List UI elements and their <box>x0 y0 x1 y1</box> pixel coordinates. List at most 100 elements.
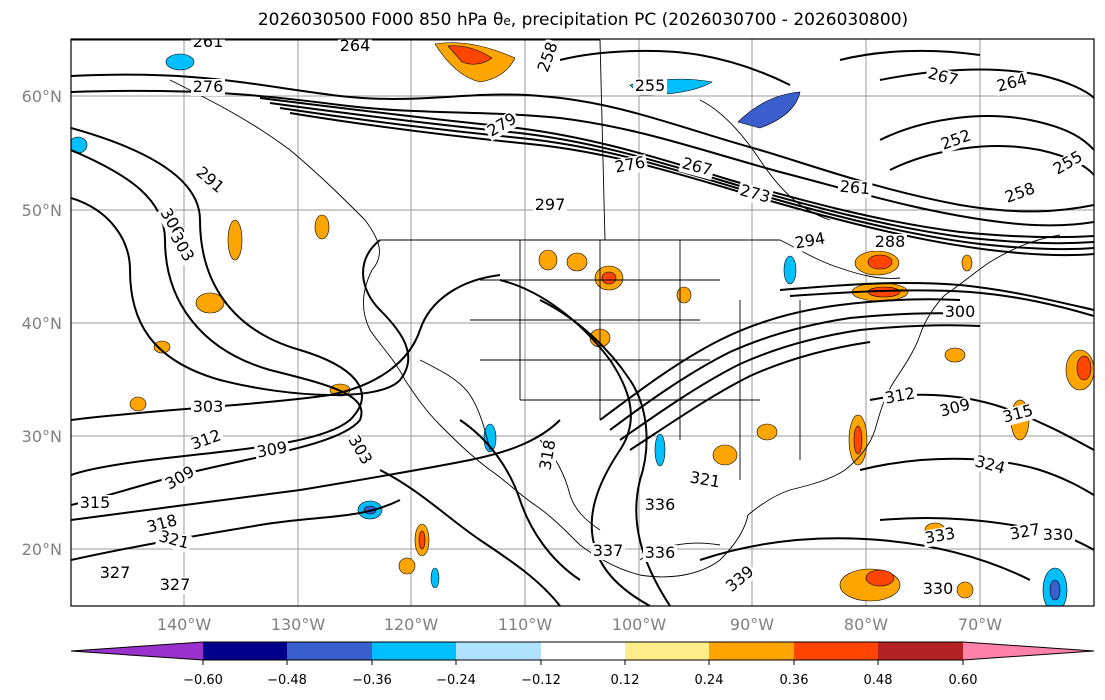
colorbar-tick-label: −0.60 <box>183 673 223 688</box>
contour-label: 327 <box>100 563 131 582</box>
lon-tick: 120°W <box>384 615 439 634</box>
contour-label-bg <box>191 162 229 198</box>
colorbar-tick-label: −0.48 <box>267 673 307 688</box>
contour-label-bg <box>971 452 1009 479</box>
contour-label-bg <box>191 79 225 96</box>
contour-label-bg <box>191 39 225 51</box>
lon-tick: 70°W <box>958 615 1002 634</box>
contour-label-bg <box>943 304 977 321</box>
lat-tick: 40°N <box>22 314 62 333</box>
colorbar-ticks: −0.60 −0.48 −0.36 −0.24 −0.12 0.12 0.24 … <box>183 673 977 688</box>
contour-label-bg <box>873 234 907 251</box>
colorbar-segment <box>794 642 878 660</box>
contour-label-bg <box>143 511 181 538</box>
contour-label: 327 <box>160 575 191 594</box>
colorbar-segment <box>456 642 541 660</box>
lat-tick: 60°N <box>22 87 62 106</box>
colorbar-tick-label: −0.12 <box>521 673 561 688</box>
contour-label-bg <box>791 230 829 253</box>
contour-label-bg <box>686 469 724 492</box>
map-title: 2026030500 F000 850 hPa θe, precipitatio… <box>0 10 1105 30</box>
contour-label-bg <box>721 561 759 597</box>
contour-label: 300 <box>945 302 976 321</box>
contour-label-bg <box>921 525 959 548</box>
colorbar-segment <box>709 642 794 660</box>
colorbar-segment <box>963 642 1094 660</box>
contour-label-bg <box>936 395 974 422</box>
colorbar-segment <box>71 642 203 660</box>
colorbar-segment <box>541 642 625 660</box>
contour-label-bg <box>187 426 226 455</box>
contour-label-bg <box>98 565 132 582</box>
colorbar-segment <box>287 642 372 660</box>
lat-tick: 20°N <box>22 540 62 559</box>
contour-label: 337 <box>593 541 624 560</box>
contour-label-bg <box>881 385 919 408</box>
map-frame <box>70 38 1095 607</box>
colorbar-tick-label: −0.24 <box>436 673 476 688</box>
contour-label: 288 <box>875 232 906 251</box>
contour-label: 315 <box>80 493 111 512</box>
colorbar-tick-label: 0.60 <box>949 673 978 688</box>
lon-tick: 130°W <box>271 615 326 634</box>
colorbar <box>70 641 1095 665</box>
contour-label: 336 <box>645 543 676 562</box>
lat-axis: 60°N 50°N 40°N 30°N 20°N <box>22 87 62 559</box>
contour-label-bg <box>158 577 192 594</box>
contour-label-bg <box>253 439 291 462</box>
contour-label-bg <box>1001 179 1040 208</box>
contour-label-bg <box>937 126 976 155</box>
contour-label: 330 <box>1043 525 1074 544</box>
contour-label-bg <box>533 197 567 214</box>
lon-tick: 80°W <box>844 615 888 634</box>
contour-label-bg <box>643 545 677 562</box>
contour-label: 255 <box>635 76 666 95</box>
contour-label: 303 <box>193 397 224 416</box>
colorbar-tick-label: 0.12 <box>611 673 640 688</box>
title-suffix: , precipitation PC (2026030700 - 2026030… <box>510 10 909 30</box>
contour-label-bg <box>643 497 677 514</box>
lon-tick: 90°W <box>730 615 774 634</box>
colorbar-tick-label: 0.48 <box>864 673 893 688</box>
contour-label-bg <box>161 462 200 495</box>
contour-label-bg <box>191 399 225 416</box>
contour-label-bg <box>1041 527 1075 544</box>
lon-tick: 140°W <box>157 615 212 634</box>
contour-label-bg <box>483 109 522 142</box>
lon-tick: 110°W <box>498 615 553 634</box>
colorbar-segment <box>625 642 709 660</box>
contour-label-bg <box>78 495 112 512</box>
contour-label: 264 <box>340 36 371 55</box>
lon-tick: 100°W <box>612 615 667 634</box>
contour-label-bg <box>537 436 560 474</box>
contour-label-bg <box>534 39 563 77</box>
contour-label-bg <box>1006 521 1044 544</box>
contour-label-bg <box>155 527 193 554</box>
theta-e-contours <box>71 49 1094 606</box>
contour-label-bg <box>611 154 649 177</box>
colorbar-tick-label: −0.36 <box>352 673 392 688</box>
contour-label-bg <box>921 581 955 598</box>
contour-label: 276 <box>193 77 224 96</box>
colorbar-tick-label: 0.36 <box>780 673 809 688</box>
contour-label-bg <box>338 39 372 55</box>
title-subscript: e <box>503 14 511 28</box>
contour-label: 330 <box>923 579 954 598</box>
colorbar-tick-label: 0.24 <box>695 673 724 688</box>
contour-label: 336 <box>645 495 676 514</box>
contour-label: 261 <box>193 32 224 51</box>
contour-label-bg <box>837 178 873 199</box>
contour-label-bg <box>591 543 625 560</box>
lon-axis: 140°W 130°W 120°W 110°W 100°W 90°W 80°W … <box>157 615 1002 634</box>
lat-tick: 30°N <box>22 427 62 446</box>
contour-label: 261 <box>839 177 871 199</box>
contour-label-bg <box>165 228 198 267</box>
colorbar-segment <box>203 642 287 660</box>
contour-label-bg <box>633 78 667 95</box>
contour-label-bg <box>1049 147 1088 180</box>
colorbar-segment <box>878 642 963 660</box>
contour-label: 297 <box>535 195 566 214</box>
lat-tick: 50°N <box>22 201 62 220</box>
